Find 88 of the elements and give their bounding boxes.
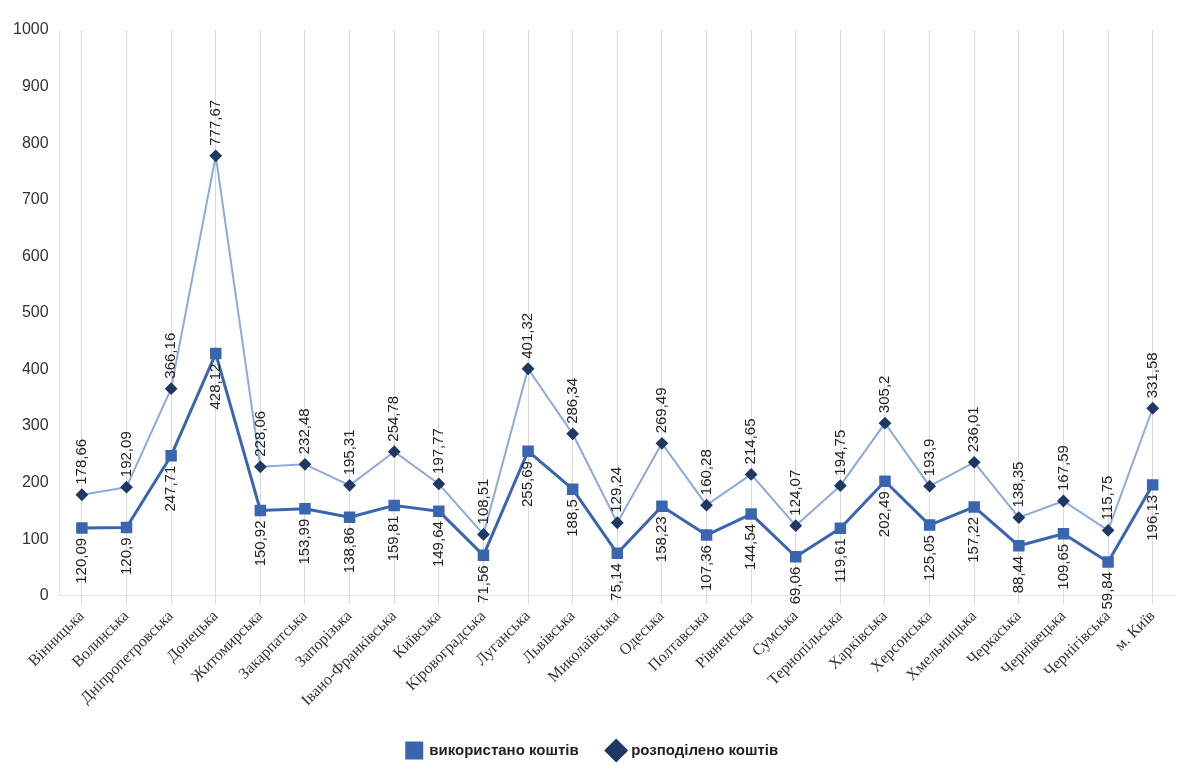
data-label: 138,35 [1008, 461, 1026, 508]
point [834, 522, 847, 534]
data-label: 88,44 [1008, 555, 1026, 594]
y-tick-label: 100 [21, 529, 49, 547]
data-label: 178,66 [72, 438, 90, 485]
data-label: 149,64 [428, 521, 446, 568]
y-tick-label: 600 [21, 246, 49, 264]
data-label: 196,13 [1142, 494, 1160, 541]
point [76, 522, 88, 534]
point [923, 519, 936, 531]
data-label: 366,16 [161, 332, 179, 379]
data-label: 331,58 [1142, 352, 1160, 399]
y-tick-label: 200 [21, 473, 49, 491]
data-label: 194,75 [830, 429, 848, 476]
data-label: 236,01 [964, 406, 982, 453]
data-label: 120,09 [72, 537, 90, 584]
data-label: 428,12 [205, 363, 223, 410]
data-label: 255,69 [518, 461, 536, 508]
data-label: 232,48 [295, 408, 313, 455]
data-label: 59,84 [1098, 571, 1116, 610]
point [1146, 479, 1159, 491]
data-label: 109,65 [1053, 543, 1071, 590]
point [566, 483, 579, 495]
point [210, 347, 222, 360]
data-label: 129,24 [607, 466, 625, 513]
data-label: 115,75 [1098, 475, 1116, 521]
data-label: 286,34 [562, 377, 580, 424]
point [611, 547, 624, 560]
data-label: 158,23 [652, 516, 670, 563]
data-label: 150,92 [250, 520, 268, 567]
y-tick-label: 300 [21, 416, 49, 434]
data-label: 71,56 [473, 565, 491, 603]
data-label: 108,51 [473, 478, 491, 525]
data-label: 153,99 [295, 518, 313, 565]
point [388, 499, 400, 512]
data-label: 125,05 [919, 535, 937, 581]
point [745, 508, 757, 520]
data-label: 124,07 [785, 469, 803, 516]
point [656, 500, 668, 513]
point [700, 529, 713, 541]
data-label: 69,06 [785, 566, 803, 605]
point [254, 504, 267, 517]
point [120, 521, 133, 534]
point [790, 551, 802, 563]
point [522, 445, 534, 457]
point [165, 449, 177, 462]
data-label: 192,09 [116, 431, 134, 478]
data-label: 305,2 [875, 375, 893, 414]
point [343, 511, 356, 524]
data-label: 75,14 [607, 563, 625, 601]
data-label: 157,22 [964, 516, 982, 563]
data-label: 254,78 [384, 395, 402, 442]
data-label: 197,77 [428, 428, 446, 474]
data-label: 138,86 [339, 527, 357, 574]
data-label: 107,36 [696, 545, 714, 591]
data-label: 214,65 [741, 418, 759, 465]
data-label: 144,54 [741, 524, 759, 570]
legend-label: використано коштів [429, 740, 579, 758]
data-label: 247,71 [161, 465, 179, 512]
point [1013, 540, 1025, 552]
data-label: 777,67 [205, 99, 223, 146]
y-tick-label: 1000 [13, 20, 49, 38]
point [477, 549, 490, 562]
data-label: 119,61 [830, 538, 848, 583]
data-label: 269,49 [652, 387, 670, 434]
point [968, 501, 980, 513]
data-label: 188,5 [562, 499, 580, 537]
data-label: 120,9 [116, 537, 134, 575]
data-label: 228,06 [250, 410, 268, 457]
data-label: 401,32 [518, 312, 536, 359]
y-tick-label: 900 [21, 76, 49, 94]
y-tick-label: 500 [21, 303, 49, 321]
point [433, 505, 445, 517]
data-label: 159,81 [384, 515, 402, 562]
legend-label: розподілено коштів [631, 740, 779, 758]
point [1057, 528, 1070, 540]
point [299, 502, 311, 515]
y-tick-label: 700 [21, 190, 49, 208]
y-tick-label: 400 [21, 359, 49, 377]
point [879, 475, 891, 488]
data-label: 167,59 [1053, 445, 1071, 492]
data-label: 195,31 [339, 429, 357, 476]
data-label: 193,9 [919, 438, 937, 477]
y-tick-label: 0 [39, 586, 49, 604]
data-label: 160,28 [696, 449, 714, 496]
point [1102, 556, 1114, 568]
data-label: 202,49 [875, 491, 893, 538]
y-tick-label: 800 [21, 133, 49, 151]
